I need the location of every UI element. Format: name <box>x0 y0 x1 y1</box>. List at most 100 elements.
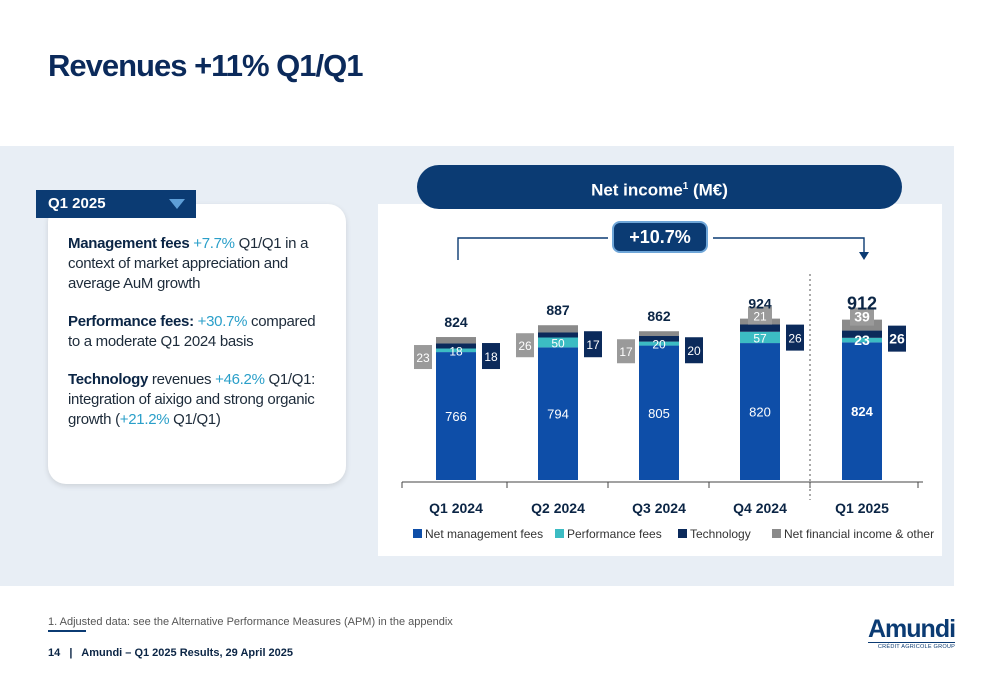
footnote-rule <box>48 630 86 632</box>
data-label-performance: 57 <box>753 331 767 345</box>
data-label-total: 887 <box>546 302 570 318</box>
data-label-performance: 23 <box>854 332 870 348</box>
other-label-box <box>516 333 534 358</box>
chart-header: Net income1 (M€) <box>417 165 902 209</box>
data-label-other: 21 <box>753 310 767 324</box>
data-label-technology: 26 <box>889 331 905 347</box>
chart-header-unit: (M€) <box>688 180 728 200</box>
data-label-management: 824 <box>851 404 873 419</box>
bar-net-management-fees <box>639 345 679 480</box>
data-label-management: 794 <box>547 407 569 422</box>
bar-technology <box>842 330 882 338</box>
footer-separator: | <box>63 647 79 659</box>
tech-label-box <box>888 325 906 352</box>
data-label-technology: 17 <box>586 338 600 352</box>
legend-label: Net management fees <box>425 527 543 541</box>
data-label-total: 824 <box>444 314 468 330</box>
data-label-management: 766 <box>445 409 467 424</box>
kpi-value: +7.7% <box>193 235 235 252</box>
footer: 14 | Amundi – Q1 2025 Results, 29 April … <box>48 647 293 659</box>
kpi-text: compared to a moderate Q1 2024 basis <box>68 313 316 350</box>
bar-technology <box>436 343 476 349</box>
data-label-other: 39 <box>854 309 870 325</box>
bar-net-financial-income-other <box>639 331 679 337</box>
kpi-management-fees: Management fees +7.7% Q1/Q1 in a context… <box>68 234 328 294</box>
other-label-box <box>850 307 874 326</box>
footnote: 1. Adjusted data: see the Alternative Pe… <box>48 616 453 628</box>
footer-text: Amundi – Q1 2025 Results, 29 April 2025 <box>81 647 294 659</box>
tech-label-box <box>584 331 602 358</box>
legend-swatch <box>555 529 564 538</box>
growth-badge: +10.7% <box>612 221 708 253</box>
bar-net-management-fees <box>842 342 882 480</box>
data-label-performance: 18 <box>449 344 463 358</box>
bar-performance-fees <box>639 341 679 346</box>
data-label-other: 26 <box>518 339 532 353</box>
data-label-technology: 18 <box>484 350 498 364</box>
legend-swatch <box>772 529 781 538</box>
kpi-text: Q1/Q1 in a context of market appreciatio… <box>68 235 309 292</box>
data-label-other: 23 <box>416 351 430 365</box>
data-label-total: 912 <box>847 294 877 314</box>
x-tick-label: Q3 2024 <box>632 500 686 516</box>
kpi-text-after: Q1/Q1) <box>169 411 221 428</box>
growth-bracket <box>457 237 865 260</box>
data-label-technology: 20 <box>687 344 701 358</box>
x-tick-label: Q1 2025 <box>835 500 889 516</box>
kpi-text-before: revenues <box>148 371 216 388</box>
data-label-performance: 50 <box>551 336 565 350</box>
x-tick-label: Q4 2024 <box>733 500 787 516</box>
legend-label: Technology <box>690 527 751 541</box>
triangle-down-icon <box>169 199 185 209</box>
bar-technology <box>740 324 780 332</box>
bar-performance-fees <box>538 337 578 348</box>
kpi-label: Technology <box>68 371 149 388</box>
kpi-value: +30.7% <box>197 313 248 330</box>
bar-net-financial-income-other <box>436 337 476 344</box>
kpi-label: Performance fees: <box>68 313 194 330</box>
data-label-technology: 26 <box>788 332 802 346</box>
kpi-performance-fees: Performance fees: +30.7% compared to a m… <box>68 312 328 352</box>
x-tick-label: Q2 2024 <box>531 500 585 516</box>
period-tag-label: Q1 2025 <box>48 195 106 212</box>
legend-swatch <box>413 529 422 538</box>
bar-net-management-fees <box>436 352 476 480</box>
data-label-total: 862 <box>647 308 671 324</box>
legend-swatch <box>678 529 687 538</box>
tech-label-box <box>786 324 804 351</box>
other-label-box <box>414 345 432 370</box>
data-label-management: 805 <box>648 406 670 421</box>
bar-technology <box>639 336 679 342</box>
arrow-down-icon <box>859 252 869 260</box>
kpi-value: +46.2% <box>215 371 265 388</box>
period-tag: Q1 2025 <box>36 190 196 218</box>
other-label-box <box>748 306 772 325</box>
kpi-text: Q1/Q1: integration of aixigo and strong … <box>68 371 316 428</box>
tech-label-box <box>482 343 500 370</box>
kpi-label: Management fees <box>68 235 190 252</box>
bar-net-management-fees <box>740 343 780 480</box>
chart-header-sup: 1 <box>682 181 689 192</box>
page-title: Revenues +11% Q1/Q1 <box>48 48 363 83</box>
chart-panel: 766 18 23 18 824 Q1 2024 794 50 26 17 887 Q2 2024 80… <box>378 204 942 556</box>
chart-header-text: Net income <box>591 180 683 200</box>
logo-wordmark: Amundi <box>868 615 956 643</box>
stacked-bar-chart: 766 18 23 18 824 Q1 2024 794 50 26 17 887 Q2 2024 80… <box>401 237 934 541</box>
bar-performance-fees <box>842 337 882 343</box>
tech-label-box <box>685 337 703 364</box>
data-label-other: 17 <box>619 345 633 359</box>
bar-performance-fees <box>740 331 780 344</box>
data-label-total: 924 <box>748 296 772 312</box>
legend-label: Net financial income & other <box>784 527 934 541</box>
kpi-technology: Technology revenues +46.2% Q1/Q1: integr… <box>68 370 328 430</box>
data-label-management: 820 <box>749 405 771 420</box>
data-label-performance: 20 <box>652 338 666 352</box>
kpi-value-organic: +21.2% <box>119 411 170 428</box>
kpi-card: Management fees +7.7% Q1/Q1 in a context… <box>48 204 346 484</box>
x-tick-label: Q1 2024 <box>429 500 483 516</box>
amundi-logo: Amundi CRÉDIT AGRICOLE GROUP <box>868 615 956 650</box>
bar-performance-fees <box>436 348 476 353</box>
bar-technology <box>538 332 578 338</box>
bar-net-financial-income-other <box>538 325 578 333</box>
other-label-box <box>617 339 635 364</box>
